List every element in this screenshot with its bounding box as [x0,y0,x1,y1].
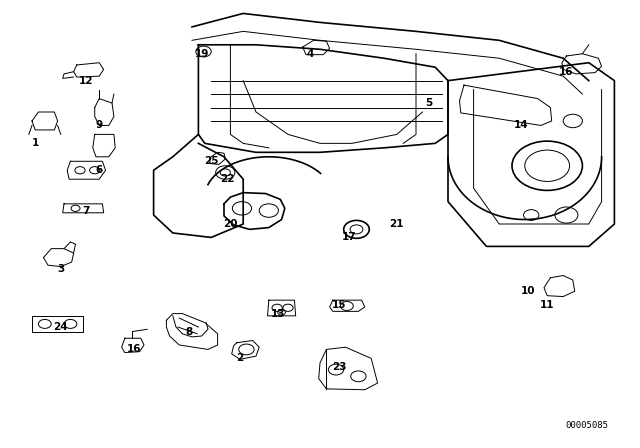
Text: 15: 15 [332,300,346,310]
Text: 2: 2 [236,353,244,363]
Text: 24: 24 [54,322,68,332]
Text: 12: 12 [79,76,93,86]
Text: 20: 20 [223,219,237,229]
Text: 19: 19 [195,49,209,59]
Text: 11: 11 [540,300,554,310]
Text: 13: 13 [271,309,285,319]
Text: 22: 22 [220,174,234,184]
Text: 7: 7 [83,206,90,215]
Text: 3: 3 [57,264,65,274]
Text: 6: 6 [95,165,103,175]
Text: 8: 8 [185,327,193,336]
Text: 9: 9 [95,121,103,130]
Text: 25: 25 [204,156,218,166]
Text: 21: 21 [390,219,404,229]
Text: 5: 5 [425,98,433,108]
Text: 1: 1 [31,138,39,148]
Text: 16: 16 [559,67,573,77]
Text: 10: 10 [521,286,535,296]
Text: 16: 16 [127,345,141,354]
Text: 23: 23 [332,362,346,372]
Text: 14: 14 [515,121,529,130]
Text: 4: 4 [307,49,314,59]
Text: 00005085: 00005085 [565,421,608,430]
Text: 17: 17 [342,233,356,242]
